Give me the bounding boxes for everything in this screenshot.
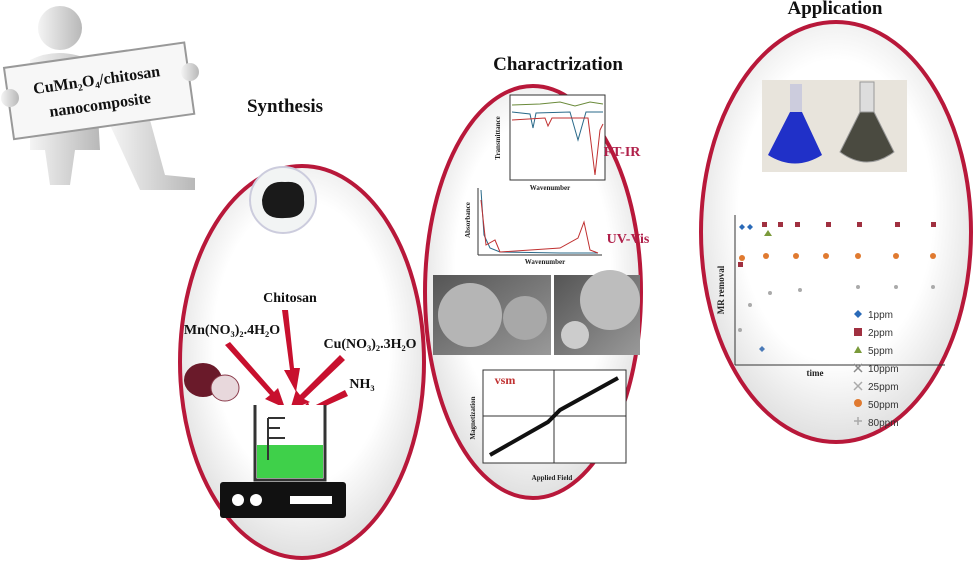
axis-label: Applied Field bbox=[532, 474, 573, 482]
axis-label: time bbox=[807, 368, 824, 378]
technique-label: UV-Vis bbox=[607, 232, 650, 247]
section-frame bbox=[178, 164, 426, 560]
technique-label: FT-IR bbox=[604, 145, 642, 160]
synthesis-illustration bbox=[184, 166, 348, 518]
section-title: Application bbox=[787, 0, 882, 19]
reagent: NH₃ bbox=[349, 377, 374, 392]
axis-label: MR removal bbox=[716, 265, 726, 314]
reagent: Mn(NO₃)₂.4H₂O bbox=[184, 323, 280, 338]
legend-entry: 1ppm bbox=[868, 310, 893, 321]
photo bbox=[762, 80, 907, 172]
legend bbox=[853, 310, 863, 425]
sem-images bbox=[433, 270, 640, 355]
ftir-plot bbox=[509, 94, 606, 181]
legend-entry: 80ppm bbox=[868, 418, 899, 429]
reagent: Cu(NO₃)₂.3H₂O bbox=[323, 337, 416, 352]
axis-label: Magnetization bbox=[469, 396, 477, 439]
axis-label: Transmittance bbox=[494, 116, 502, 159]
axis-label: Wavenumber bbox=[530, 184, 570, 192]
reagent: Chitosan bbox=[263, 291, 317, 306]
legend-entry: 50ppm bbox=[868, 400, 899, 411]
legend-entry: 25ppm bbox=[868, 382, 899, 393]
legend-entry: 2ppm bbox=[868, 328, 893, 339]
figure: CuMn₂O₄/chitosan nanocomposite bbox=[1, 6, 199, 190]
technique-label: vsm bbox=[495, 373, 516, 387]
axis-label: Absorbance bbox=[464, 202, 472, 238]
section-title: Synthesis bbox=[247, 96, 323, 117]
legend-entry: 10ppm bbox=[868, 364, 899, 375]
vsm-plot bbox=[482, 369, 627, 464]
axis-label: Wavenumber bbox=[525, 258, 565, 266]
legend-entry: 5ppm bbox=[868, 346, 893, 357]
removal-plot bbox=[734, 215, 945, 366]
uvvis-plot bbox=[477, 188, 602, 256]
section-title: Charactrization bbox=[493, 54, 623, 75]
